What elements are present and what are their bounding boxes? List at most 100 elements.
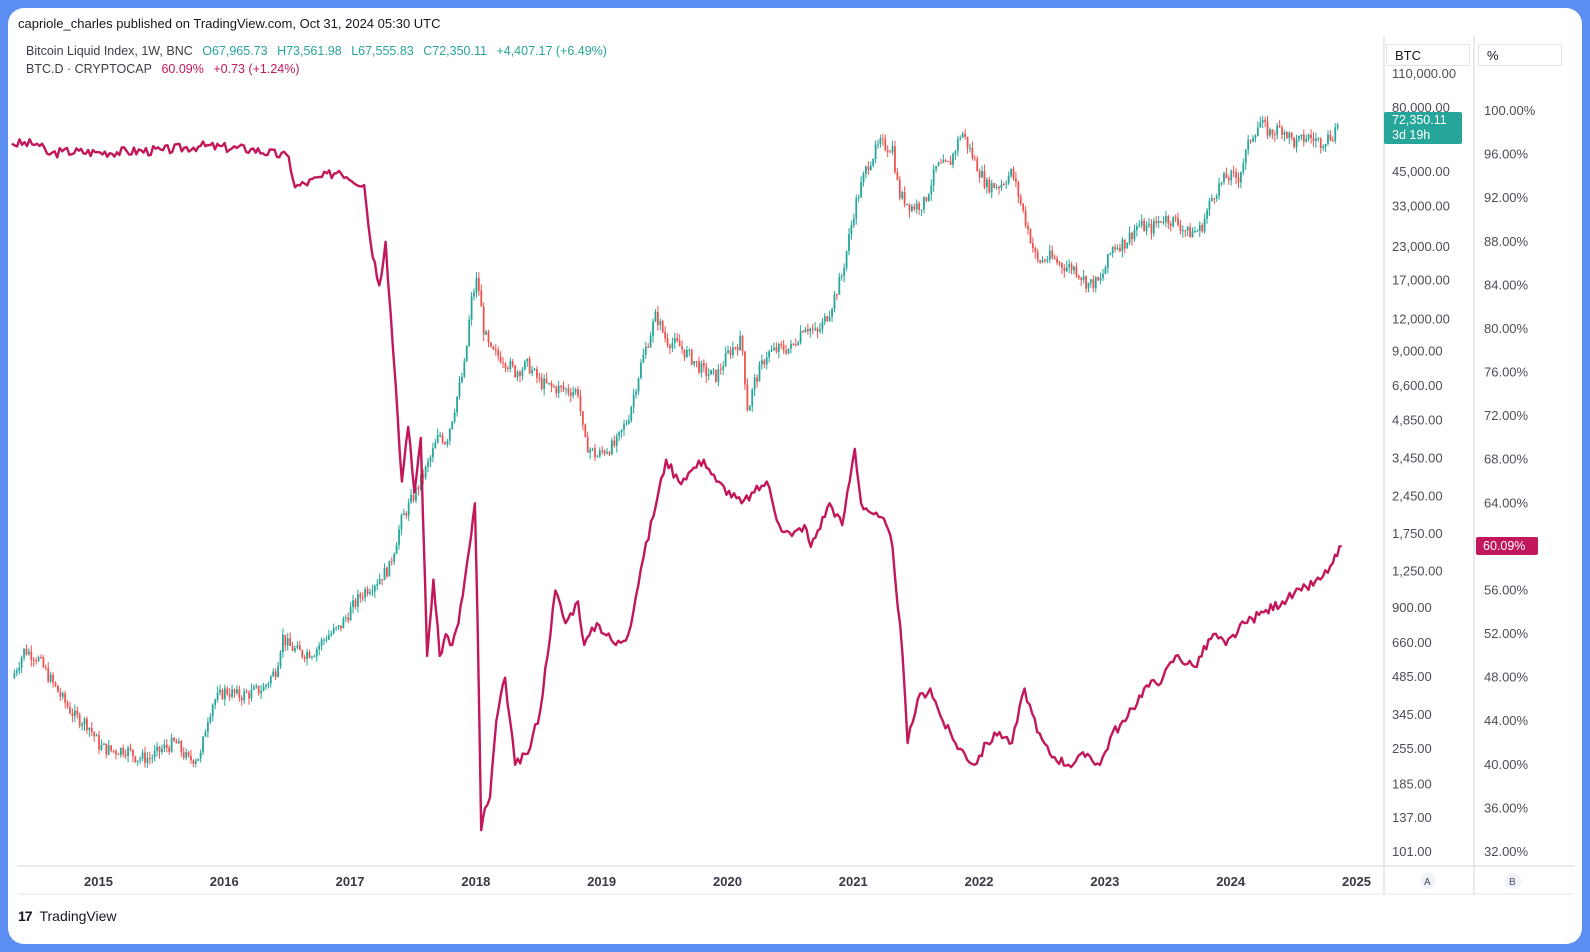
candle [915,199,918,214]
candle-body [303,656,306,659]
candle-body [323,639,325,641]
candle [93,731,96,742]
candle [221,688,224,701]
candle-body [654,311,657,322]
legend-dominance: BTC.D · CRYPTOCAP 60.09% +0.73 (+1.24%) [26,62,306,76]
candle-body [1128,232,1131,243]
candle [228,688,231,702]
candle [1135,222,1138,237]
candle-body [400,515,403,530]
candle [998,185,1000,195]
candle [565,387,567,395]
candle-body [1271,129,1274,135]
candle [216,686,219,703]
candle [320,637,323,651]
candle-body [1099,278,1102,281]
candle-body [681,346,683,350]
candle [494,344,497,356]
candle [57,685,59,693]
candle-body [1261,120,1264,123]
candle [613,435,616,448]
candle-body [756,377,758,382]
candle [1167,214,1170,230]
candle [596,454,599,458]
candle-body [112,750,115,752]
candle-body [814,328,817,330]
candle [1179,219,1182,235]
candle-body [915,203,918,210]
candle [1029,228,1032,244]
candle [269,674,272,688]
candle-body [127,747,129,756]
candle-body [969,147,971,149]
candle-body [146,757,149,764]
scale-button-b[interactable]: B [1505,873,1521,889]
candle [516,370,519,382]
candle-body [724,352,727,367]
candle-body [567,388,570,393]
candle [567,384,570,397]
candle-body [1220,182,1223,184]
price-badge-bg [1384,112,1462,144]
candle-body [1189,227,1192,238]
price-tick-label: 80,000.00 [1392,100,1450,115]
candle [618,431,621,442]
candle-body [1058,262,1061,264]
candle-body [536,368,538,378]
candle [1068,259,1071,274]
candle [712,368,715,376]
candle-body [1307,134,1310,139]
candle-body [688,349,691,351]
candle-body [441,434,444,443]
candle-body [860,182,862,198]
candle [598,447,601,459]
candle-body [1073,266,1075,271]
candle-body [436,435,439,443]
candle-body [884,139,887,150]
candle-body [768,351,771,358]
candle [816,326,819,339]
candle-body [320,639,323,646]
candle-body [291,646,294,651]
candle [1327,130,1329,146]
candle [910,203,913,213]
candle-body [1092,279,1095,289]
candle-body [245,691,248,693]
candle [136,760,139,766]
candle [1312,131,1315,148]
candle [993,182,996,189]
candle [753,373,756,397]
candle [782,340,785,354]
price-scale-label[interactable]: BTC [1386,44,1470,66]
candle [107,739,110,756]
candle-body [49,674,52,682]
candle-body [23,648,25,658]
candle [1302,129,1305,147]
scale-button-a[interactable]: A [1420,873,1436,889]
candle [1133,224,1136,242]
candle-body [1184,230,1187,232]
candle [952,152,954,169]
year-tick-label: 2017 [336,874,365,889]
candle-body [1218,183,1221,196]
price-badge: 72,350.11 3d 19h [1384,112,1462,144]
candle [381,579,383,586]
candle-body [1160,221,1162,223]
candle-body [1046,259,1049,261]
candle [468,315,471,348]
tradingview-logo[interactable]: 17 TradingView [18,908,117,924]
candle-body [935,166,937,170]
year-tick-label: 2018 [461,874,490,889]
candle [40,654,42,659]
candle [1324,143,1327,153]
candle [1165,210,1167,228]
candle-body [318,645,321,650]
percent-scale-label[interactable]: % [1478,44,1562,66]
candle-body [248,692,250,699]
candle-body [550,382,553,387]
candle [918,201,921,215]
candle [647,343,650,349]
chart-canvas[interactable]: 110,000.00 80,000.00 45,000.00 33,000.00 23,… [8,8,1582,944]
candle-body [998,186,1000,189]
candle-body [923,197,925,210]
